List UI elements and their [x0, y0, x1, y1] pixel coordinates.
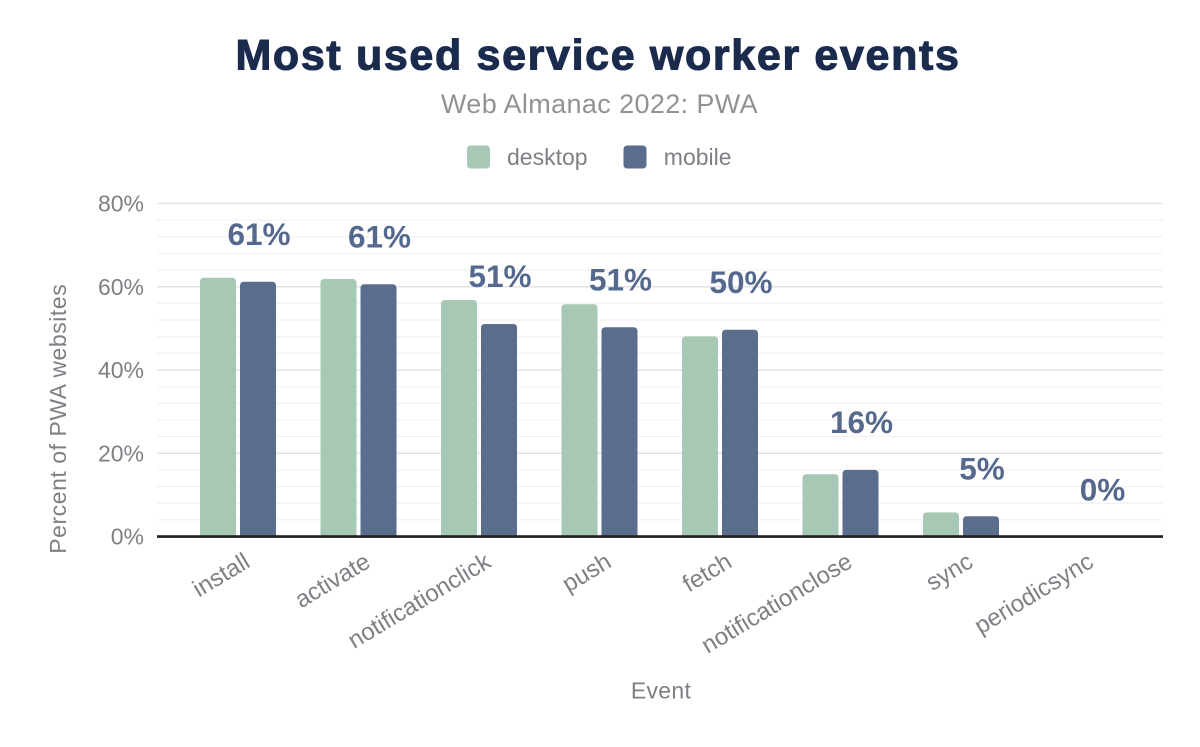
- svg-text:desktop: desktop: [507, 144, 588, 170]
- svg-text:0%: 0%: [111, 524, 144, 550]
- svg-text:20%: 20%: [98, 440, 144, 466]
- svg-text:80%: 80%: [98, 191, 144, 217]
- svg-text:Event: Event: [631, 678, 692, 704]
- svg-text:mobile: mobile: [664, 144, 732, 170]
- svg-text:0%: 0%: [1080, 472, 1126, 508]
- svg-text:40%: 40%: [98, 357, 144, 383]
- svg-text:5%: 5%: [959, 450, 1005, 486]
- svg-text:51%: 51%: [468, 258, 531, 294]
- svg-text:60%: 60%: [98, 274, 144, 300]
- svg-text:61%: 61%: [227, 216, 290, 252]
- svg-text:Percent of PWA websites: Percent of PWA websites: [45, 284, 71, 554]
- svg-text:50%: 50%: [709, 264, 772, 300]
- svg-text:16%: 16%: [830, 404, 893, 440]
- svg-text:Web Almanac 2022: PWA: Web Almanac 2022: PWA: [441, 89, 758, 119]
- svg-text:Most used service worker event: Most used service worker events: [235, 32, 960, 80]
- svg-text:61%: 61%: [348, 218, 411, 254]
- svg-text:51%: 51%: [589, 261, 652, 297]
